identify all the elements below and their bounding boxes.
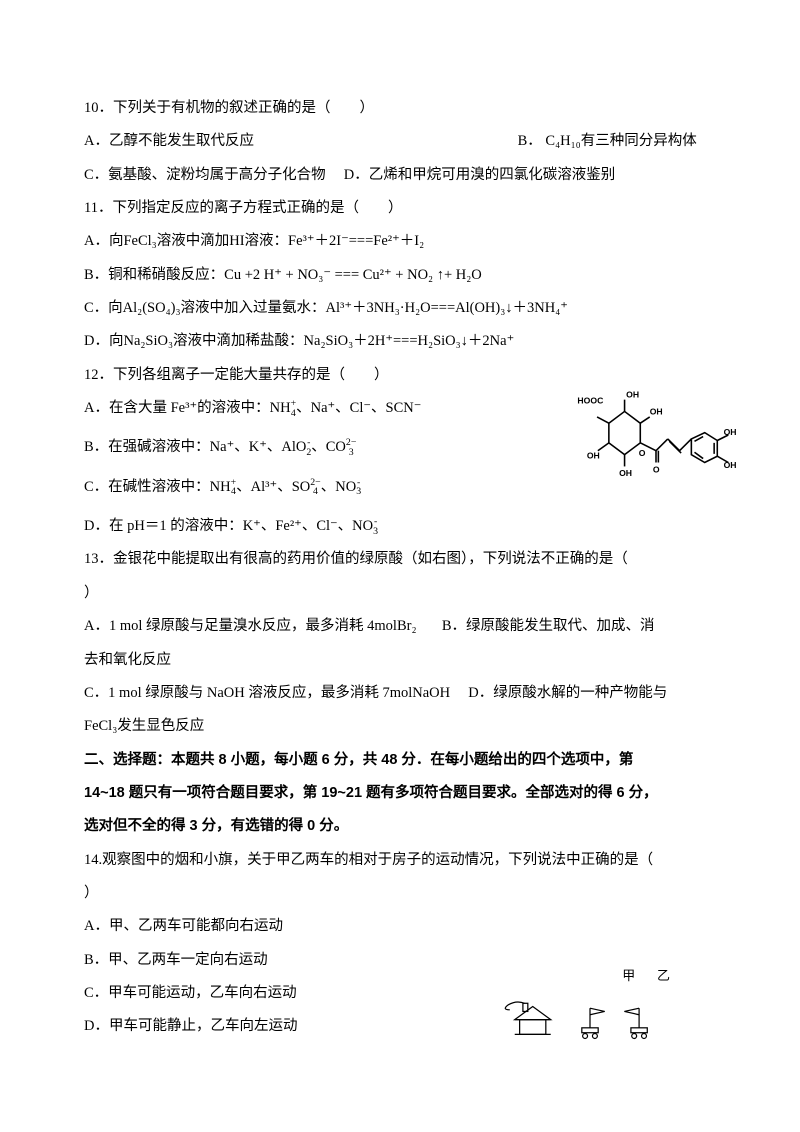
q10-stem: 10．下列关于有机物的叙述正确的是（ ）: [84, 92, 716, 125]
house-flags-figure: 甲 乙: [500, 960, 680, 1030]
no3-ion: NO-3: [335, 479, 361, 495]
mol-oh-1: OH: [626, 389, 639, 399]
mol-hooc: HOOC: [577, 396, 603, 406]
q13-b: B．绿原酸能发生取代、加成、消: [442, 618, 655, 634]
mol-oh-5: OH: [724, 427, 736, 437]
q11-b: B．铜和稀硝酸反应：Cu +2 H⁺ + NO₃⁻ === Cu²⁺ + NO₂…: [84, 259, 716, 292]
q13-stem-2: ）: [84, 577, 716, 610]
q10-b: B． C₄H₁₀有三种同分异构体: [518, 133, 697, 149]
section2-l1: 二、选择题：本题共 8 小题，每小题 6 分，共 48 分．在每小题给出的四个选…: [84, 744, 716, 777]
so4-ion: SO2−4: [292, 479, 321, 495]
mol-o-1: O: [639, 448, 646, 458]
label-jia: 甲: [622, 968, 635, 983]
q12-b-pre: B．在强碱溶液中：Na⁺、K⁺、: [84, 439, 281, 455]
q10-d: D．乙烯和甲烷可用溴的四氯化碳溶液鉴别: [344, 167, 615, 183]
co3-ion: CO2−3: [326, 439, 357, 455]
q13-d2: FeCl₃发生显色反应: [84, 710, 716, 743]
nh4-ion-2: NH+4: [210, 479, 237, 495]
q14-stem-1: 14.观察图中的烟和小旗，关于甲乙两车的相对于房子的运动情况，下列说法中正确的是…: [84, 844, 716, 877]
q13-b2: 去和氧化反应: [84, 644, 716, 677]
q12-d: D．在 pH＝1 的溶液中：K⁺、Fe²⁺、Cl⁻、NO-3: [84, 510, 716, 543]
mol-o-2: O: [653, 465, 660, 475]
q13-a: A．1 mol 绿原酸与足量溴水反应，最多消耗 4molBr₂: [84, 618, 417, 634]
q12-d-pre: D．在 pH＝1 的溶液中：K⁺、Fe²⁺、Cl⁻、: [84, 518, 352, 534]
mol-oh-4: OH: [619, 468, 632, 478]
section2-l3: 选对但不全的得 3 分，有选错的得 0 分。: [84, 810, 716, 843]
q10-c: C．氨基酸、淀粉均属于高分子化合物: [84, 167, 326, 183]
q13-stem-1: 13．金银花中能提取出有很高的药用价值的绿原酸（如右图），下列说法不正确的是（: [84, 543, 716, 576]
alo2-ion: AlO-2: [281, 439, 311, 455]
mol-oh-2: OH: [650, 407, 663, 417]
q14-stem-2: ）: [84, 877, 716, 910]
q10-a: A．乙醇不能发生取代反应: [84, 133, 254, 149]
q11-stem: 11．下列指定反应的离子方程式正确的是（ ）: [84, 192, 716, 225]
q10-row2: C．氨基酸、淀粉均属于高分子化合物 D．乙烯和甲烷可用溴的四氯化碳溶液鉴别: [84, 159, 716, 192]
q12-a-pre: A．在含大量 Fe³⁺的溶液中：: [84, 400, 270, 416]
q13-row1: A．1 mol 绿原酸与足量溴水反应，最多消耗 4molBr₂ B．绿原酸能发生…: [84, 610, 716, 643]
q12-a-rest: 、Na⁺、Cl⁻、SCN⁻: [296, 400, 421, 416]
q11-a: A．向FeCl₃溶液中滴加HI溶液：Fe³⁺＋2I⁻===Fe²⁺＋I₂: [84, 225, 716, 258]
q13-row2: C．1 mol 绿原酸与 NaOH 溶液反应，最多消耗 7molNaOH D．绿…: [84, 677, 716, 710]
label-yi: 乙: [657, 968, 670, 983]
q11-d: D．向Na₂SiO₃溶液中滴加稀盐酸：Na₂SiO₃＋2H⁺===H₂SiO₃↓…: [84, 325, 716, 358]
q10-row1: A．乙醇不能发生取代反应 B． C₄H₁₀有三种同分异构体: [84, 125, 716, 158]
mol-oh-3: OH: [587, 451, 600, 461]
nh4-ion: NH+4: [270, 400, 297, 416]
mol-oh-6: OH: [724, 460, 736, 470]
q11-c: C．向Al₂(SO₄)₃溶液中加入过量氨水：Al³⁺＋3NH₃·H₂O===Al…: [84, 292, 716, 325]
q12-c-pre: C．在碱性溶液中：: [84, 479, 210, 495]
q13-d: D．绿原酸水解的一种产物能与: [468, 685, 667, 701]
q13-c: C．1 mol 绿原酸与 NaOH 溶液反应，最多消耗 7molNaOH: [84, 685, 450, 701]
q14-a: A．甲、乙两车可能都向右运动: [84, 910, 716, 943]
section2-l2: 14~18 题只有一项符合题目要求，第 19~21 题有多项符合题目要求。全部选…: [84, 777, 716, 810]
house-flags-svg: [500, 993, 680, 1043]
no3-ion-2: NO-3: [352, 518, 378, 534]
chlorogenic-acid-figure: HOOC OH OH OH OH O O OH OH: [576, 380, 736, 490]
